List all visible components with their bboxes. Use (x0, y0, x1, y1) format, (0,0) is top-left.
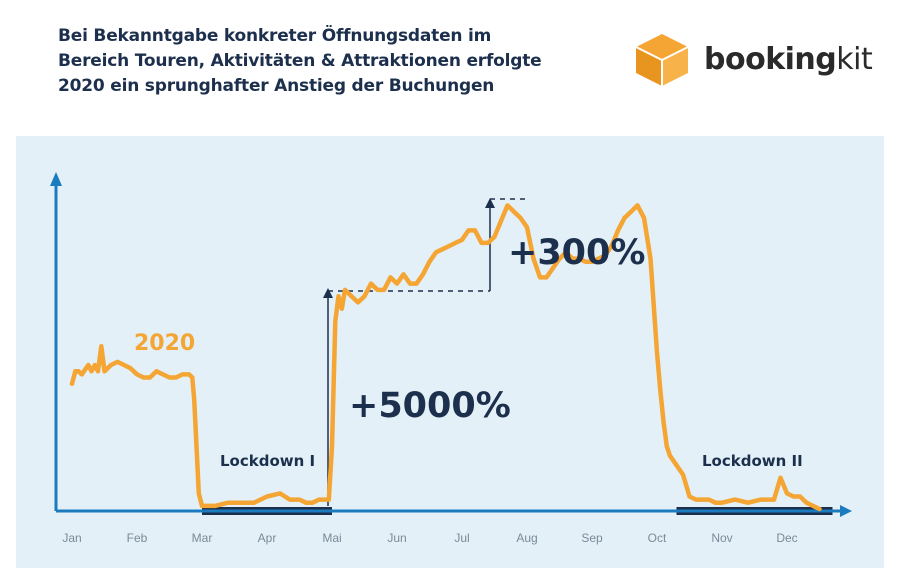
lockdown-1-label: Lockdown I (220, 452, 315, 470)
chart-background (16, 136, 884, 568)
x-tick-label-feb: Feb (127, 531, 148, 545)
title-line-3: 2020 ein sprunghafter Anstieg der Buchun… (58, 76, 495, 96)
series-label-2020: 2020 (134, 331, 195, 356)
y-axis-arrow (50, 172, 62, 186)
lockdown-2-label: Lockdown II (702, 452, 803, 470)
increase-300-arrowhead (485, 198, 495, 208)
x-axis-arrow (840, 505, 852, 517)
cube-icon (635, 34, 689, 86)
x-tick-label-nov: Nov (711, 531, 732, 545)
increase-300-label: +300% (508, 233, 645, 273)
x-tick-label-mai: Mai (322, 531, 341, 545)
x-tick-label-apr: Apr (258, 531, 277, 545)
x-tick-label-jun: Jun (387, 531, 406, 545)
booking-chart: Jan Feb Mar Apr Mai Jun Jul Aug Sep Oct Nov Dec 202… (16, 136, 884, 568)
title-line-1: Bei Bekanntgabe konkreter Öffnungsdaten … (58, 26, 492, 46)
title-line-2: Bereich Touren, Aktivitäten & Attraktion… (58, 51, 542, 71)
increase-5000-label: +5000% (349, 386, 511, 426)
logo-text-bold: booking (704, 42, 837, 77)
logo-wordmark: bookingkit (704, 42, 873, 77)
x-tick-label-dec: Dec (776, 531, 797, 545)
x-tick-label-jan: Jan (62, 531, 81, 545)
x-tick-label-oct: Oct (648, 531, 667, 545)
bookingkit-logo: bookingkit (632, 32, 873, 88)
increase-5000-arrowhead (323, 288, 333, 298)
x-tick-label-mar: Mar (192, 531, 213, 545)
x-tick-label-jul: Jul (454, 531, 469, 545)
chart-title: Bei Bekanntgabe konkreter Öffnungsdaten … (58, 24, 618, 99)
x-tick-label-sep: Sep (581, 531, 603, 545)
logo-text-light: kit (836, 42, 873, 77)
x-tick-label-aug: Aug (516, 531, 537, 545)
series-line-2020 (69, 203, 822, 512)
